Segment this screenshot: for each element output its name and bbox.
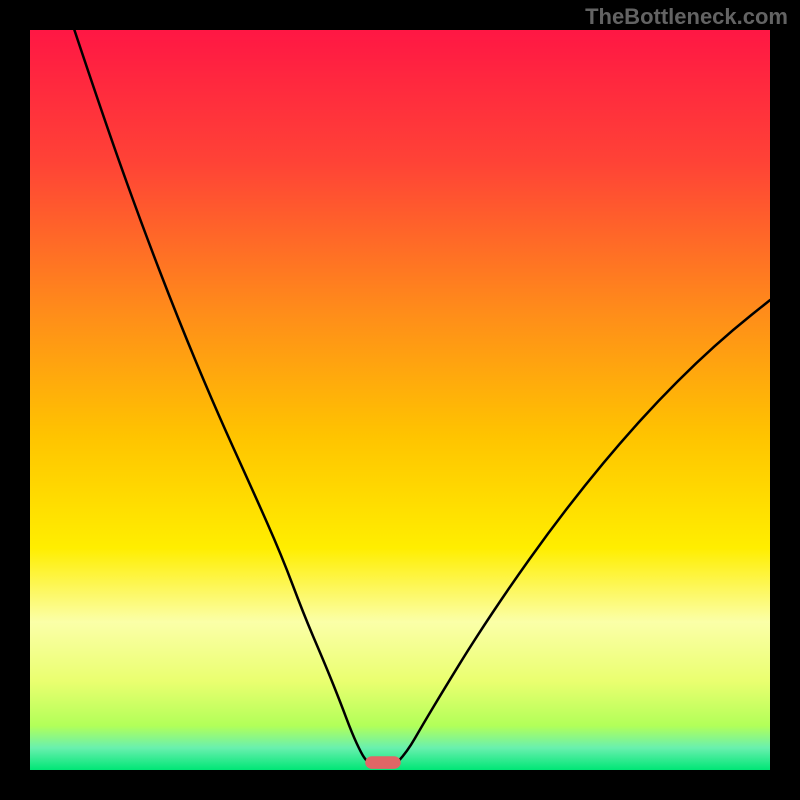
plot-area (30, 30, 770, 770)
optimal-marker (365, 756, 401, 769)
bottleneck-curve-right (399, 300, 770, 761)
watermark-text: TheBottleneck.com (585, 4, 788, 30)
chart-curves (30, 30, 770, 770)
bottleneck-curve-left (74, 30, 366, 761)
chart-frame: TheBottleneck.com (0, 0, 800, 800)
